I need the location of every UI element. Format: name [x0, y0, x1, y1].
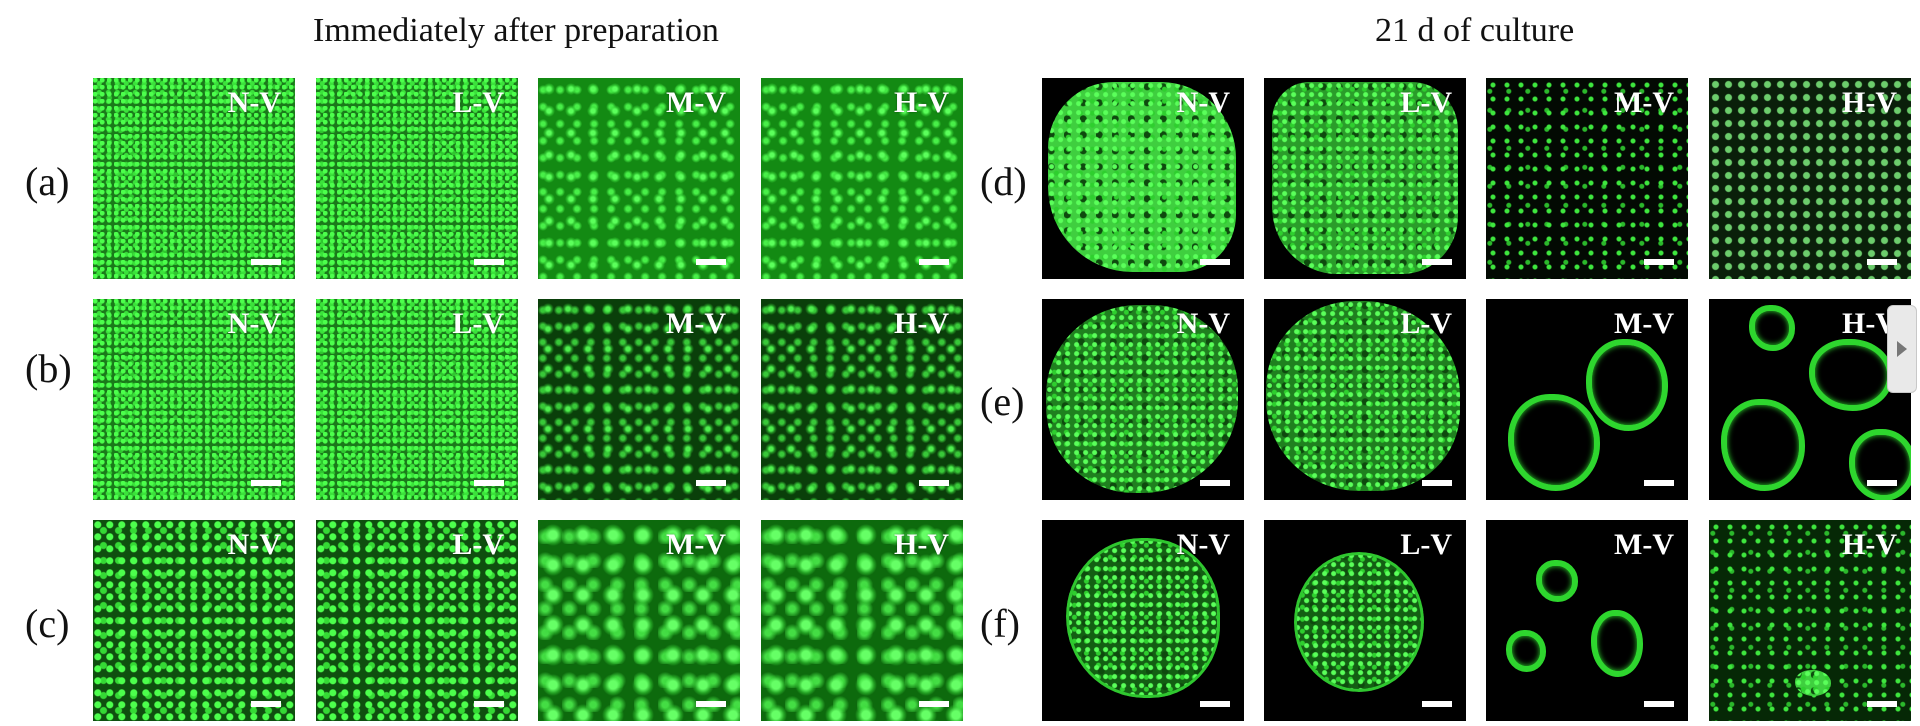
panel-label: N-V: [1176, 528, 1230, 561]
scale-bar: [1867, 259, 1897, 265]
image-panel-a-mv: M-V: [538, 78, 740, 279]
tissue-construct: [1046, 305, 1238, 493]
scale-bar: [1867, 480, 1897, 486]
image-panel-e-mv: M-V: [1486, 299, 1688, 500]
panel-label: N-V: [1176, 86, 1230, 119]
panel-label: N-V: [1176, 307, 1230, 340]
image-panel-a-lv: L-V: [316, 78, 518, 279]
image-panel-a-hv: H-V: [761, 78, 963, 279]
panel-label: L-V: [452, 86, 504, 119]
panel-label: M-V: [666, 528, 726, 561]
image-panel-c-mv: M-V: [538, 520, 740, 721]
row-label-a: (a): [25, 159, 70, 204]
chevron-right-icon: [1897, 341, 1907, 357]
scale-bar: [1422, 480, 1452, 486]
panel-label: N-V: [227, 86, 281, 119]
tissue-construct: [1048, 82, 1236, 272]
panel-label: H-V: [894, 307, 949, 340]
image-panel-b-nv: N-V: [93, 299, 295, 500]
image-panel-d-mv: M-V: [1486, 78, 1688, 279]
scale-bar: [474, 480, 504, 486]
left-section-title: Immediately after preparation: [313, 12, 719, 49]
panel-label: M-V: [1614, 86, 1674, 119]
scale-bar: [919, 701, 949, 707]
panel-label: L-V: [452, 528, 504, 561]
row-label-b: (b): [25, 346, 72, 391]
image-panel-f-mv: M-V: [1486, 520, 1688, 721]
image-panel-b-hv: H-V: [761, 299, 963, 500]
image-panel-f-nv: N-V: [1042, 520, 1244, 721]
scale-bar: [1200, 701, 1230, 707]
microgel-aggregate: [1506, 630, 1546, 672]
tissue-construct: [1272, 82, 1458, 274]
scale-bar: [251, 259, 281, 265]
microgel-aggregate: [1536, 560, 1578, 602]
image-panel-f-lv: L-V: [1264, 520, 1466, 721]
microgel-aggregate: [1591, 610, 1643, 677]
scale-bar: [919, 259, 949, 265]
image-panel-d-hv: H-V: [1709, 78, 1911, 279]
panel-label: H-V: [894, 86, 949, 119]
row-label-f: (f): [980, 601, 1020, 646]
image-panel-c-nv: N-V: [93, 520, 295, 721]
scale-bar: [1200, 259, 1230, 265]
microgel-aggregate: [1508, 394, 1600, 491]
scale-bar: [1867, 701, 1897, 707]
tissue-construct: [1266, 301, 1460, 491]
next-page-handle[interactable]: [1887, 305, 1917, 393]
scale-bar: [696, 480, 726, 486]
scale-bar: [696, 701, 726, 707]
panel-label: H-V: [1842, 528, 1897, 561]
scale-bar: [1422, 259, 1452, 265]
cell-cluster: [1795, 670, 1831, 696]
image-panel-d-nv: N-V: [1042, 78, 1244, 279]
scale-bar: [1644, 259, 1674, 265]
image-panel-f-hv: H-V: [1709, 520, 1911, 721]
image-panel-e-nv: N-V: [1042, 299, 1244, 500]
microgel-aggregate: [1749, 305, 1795, 351]
row-label-e: (e): [980, 379, 1025, 424]
scale-bar: [251, 701, 281, 707]
microgel-aggregate: [1849, 429, 1911, 500]
panel-label: M-V: [666, 307, 726, 340]
image-panel-d-lv: L-V: [1264, 78, 1466, 279]
panel-label: M-V: [666, 86, 726, 119]
scale-bar: [474, 259, 504, 265]
panel-label: L-V: [452, 307, 504, 340]
image-panel-a-nv: N-V: [93, 78, 295, 279]
panel-label: N-V: [227, 528, 281, 561]
scale-bar: [1422, 701, 1452, 707]
panel-label: H-V: [894, 528, 949, 561]
image-panel-e-lv: L-V: [1264, 299, 1466, 500]
panel-label: L-V: [1400, 307, 1452, 340]
panel-label: H-V: [1842, 86, 1897, 119]
scale-bar: [1644, 701, 1674, 707]
right-section-title: 21 d of culture: [1375, 12, 1575, 49]
scale-bar: [696, 259, 726, 265]
panel-label: M-V: [1614, 528, 1674, 561]
tissue-construct: [1294, 552, 1424, 692]
image-panel-c-lv: L-V: [316, 520, 518, 721]
row-label-d: (d): [980, 159, 1027, 204]
image-panel-c-hv: H-V: [761, 520, 963, 721]
panel-label: M-V: [1614, 307, 1674, 340]
row-label-c: (c): [25, 601, 70, 646]
image-panel-b-lv: L-V: [316, 299, 518, 500]
scale-bar: [474, 701, 504, 707]
scale-bar: [251, 480, 281, 486]
microgel-aggregate: [1721, 399, 1805, 491]
panel-label: L-V: [1400, 86, 1452, 119]
tissue-construct: [1066, 538, 1220, 698]
scale-bar: [1200, 480, 1230, 486]
scale-bar: [1644, 480, 1674, 486]
microgel-aggregate: [1809, 339, 1893, 411]
scale-bar: [919, 480, 949, 486]
image-panel-e-hv: H-V: [1709, 299, 1911, 500]
image-panel-b-mv: M-V: [538, 299, 740, 500]
microgel-aggregate: [1586, 339, 1668, 431]
panel-label: N-V: [227, 307, 281, 340]
panel-label: L-V: [1400, 528, 1452, 561]
